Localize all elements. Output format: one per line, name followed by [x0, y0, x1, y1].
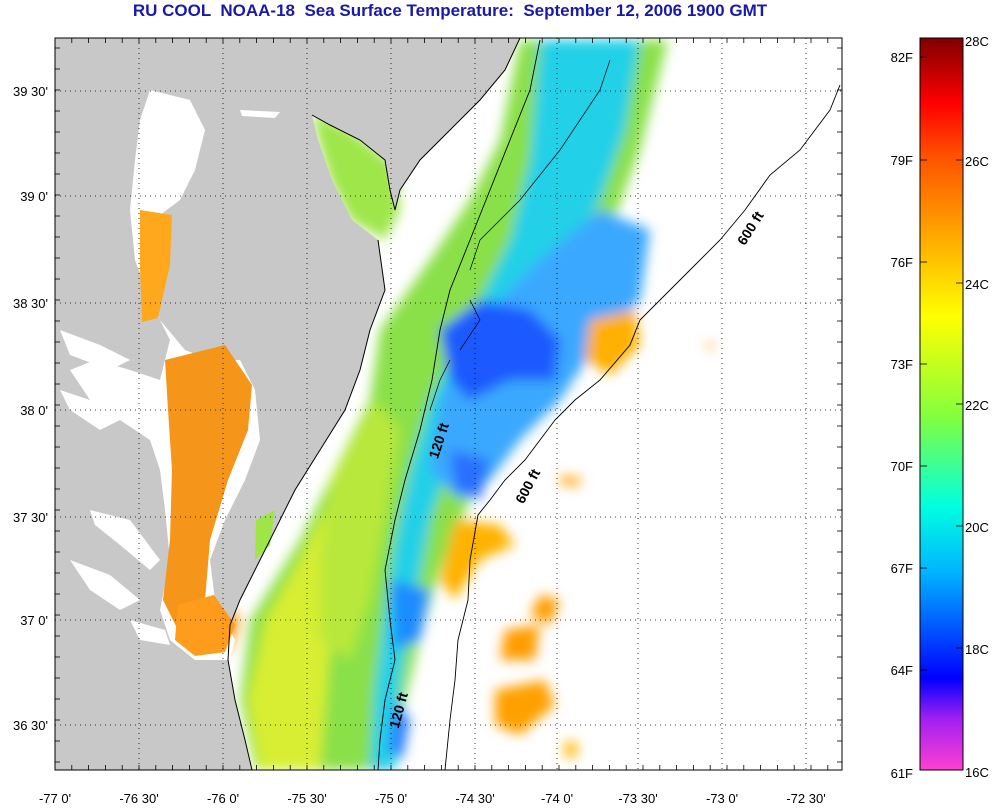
lat-label: 39 0'	[20, 189, 48, 204]
lon-label: -73 30'	[618, 791, 657, 806]
lon-label: -76 0'	[207, 791, 239, 806]
colorbar-c-label: 20C	[965, 520, 989, 535]
lat-label: 37 0'	[20, 613, 48, 628]
graticule	[54, 38, 842, 770]
land	[55, 38, 520, 770]
lat-label: 39 30'	[13, 84, 48, 99]
colorbar-f-label: 82F	[891, 50, 913, 65]
colorbar-c-label: 18C	[965, 642, 989, 657]
colorbar-f-label: 67F	[891, 561, 913, 576]
colorbar-f-label: 73F	[891, 357, 913, 372]
lon-label: -73 0'	[706, 791, 738, 806]
coastline	[227, 38, 521, 770]
colorbar-f-label: 76F	[891, 255, 913, 270]
colorbar-c-label: 26C	[965, 154, 989, 169]
lat-label: 36 30'	[13, 718, 48, 733]
lon-label: -76 30'	[119, 791, 158, 806]
colorbar-f-label: 64F	[891, 663, 913, 678]
lon-label: -74 30'	[455, 791, 494, 806]
map-title: RU COOL NOAA-18 Sea Surface Temperature:…	[132, 1, 768, 20]
contour-shelf-detail	[429, 59, 611, 411]
lon-label: -75 0'	[375, 791, 407, 806]
lon-label: -72 30'	[786, 791, 825, 806]
lon-label: -74 0'	[541, 791, 573, 806]
lat-label: 38 30'	[13, 296, 48, 311]
longitude-labels: -77 0' -76 30' -76 0' -75 30' -75 0' -74…	[39, 791, 826, 806]
lat-label: 37 30'	[13, 510, 48, 525]
colorbar-c-label: 16C	[965, 765, 989, 780]
map-frame	[54, 37, 843, 771]
contour-120ft	[377, 39, 541, 770]
lon-label: -75 30'	[287, 791, 326, 806]
colorbar-c-label: 28C	[965, 34, 989, 49]
colorbar-f-label: 70F	[891, 459, 913, 474]
lat-label: 38 0'	[20, 403, 48, 418]
colorbar: 82F 79F 76F 73F 70F 67F 64F 61F 28C 26C …	[891, 34, 989, 781]
latitude-labels: 39 30' 39 0' 38 30' 38 0' 37 30' 37 0' 3…	[13, 84, 48, 733]
colorbar-c-label: 24C	[965, 277, 989, 292]
colorbar-gradient	[919, 37, 964, 771]
colorbar-c-label: 22C	[965, 398, 989, 413]
colorbar-f-label: 61F	[891, 766, 913, 781]
colorbar-ticks	[920, 56, 963, 671]
lon-label: -77 0'	[39, 791, 71, 806]
colorbar-f-label: 79F	[891, 153, 913, 168]
